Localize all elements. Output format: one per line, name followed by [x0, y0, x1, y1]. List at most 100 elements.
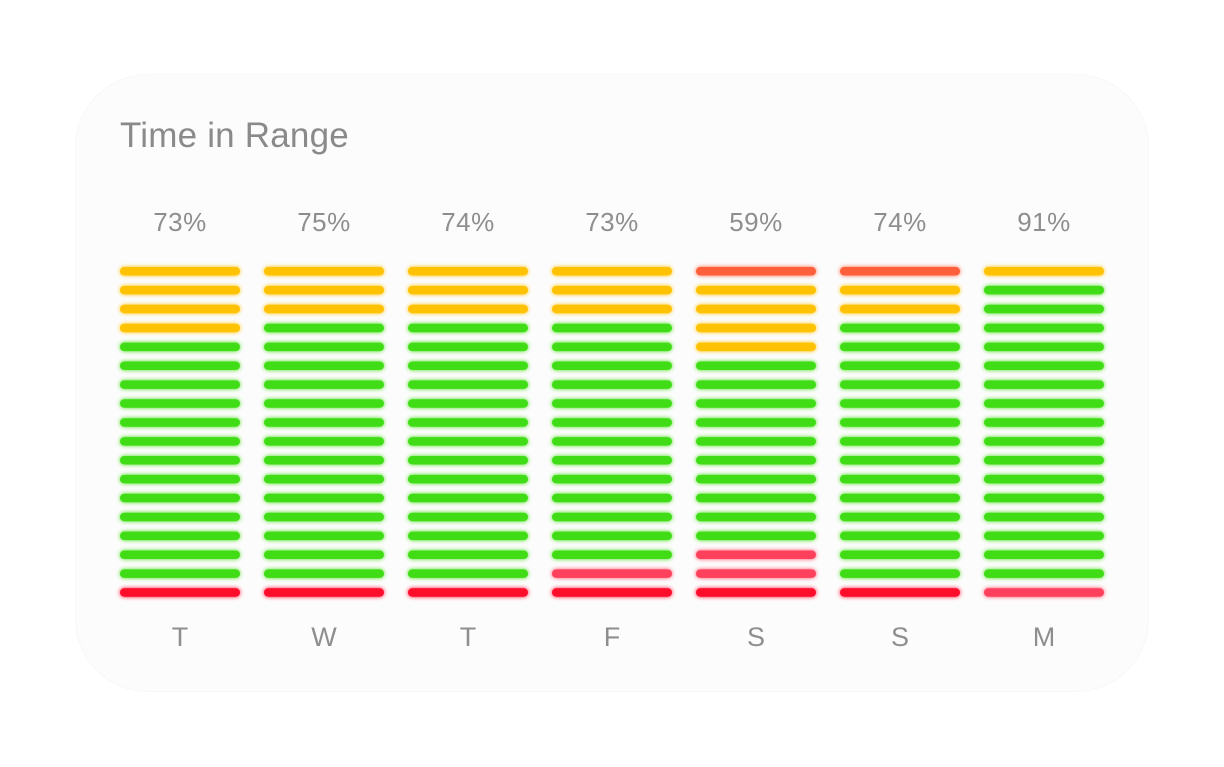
range-segment-high [120, 285, 240, 295]
range-segment-in-range [984, 342, 1104, 352]
range-segment-very-low [696, 588, 816, 597]
range-segment-in-range [552, 531, 672, 541]
range-segment-in-range [264, 342, 384, 352]
day-column: 59% S [696, 207, 816, 652]
value-label: 73% [153, 207, 207, 237]
range-segment-in-range [840, 512, 960, 522]
range-segment-in-range [408, 493, 528, 503]
range-segment-in-range [552, 437, 672, 446]
range-segment-in-range [120, 418, 240, 427]
range-segment-in-range [840, 550, 960, 559]
day-column: 75% W [264, 207, 384, 652]
range-segment-in-range [264, 399, 384, 408]
range-segment-in-range [984, 456, 1104, 465]
range-segment-in-range [408, 342, 528, 352]
range-segment-very-low [552, 588, 672, 597]
range-segment-in-range [840, 380, 960, 389]
range-segment-in-range [840, 531, 960, 541]
range-segment-in-range [264, 456, 384, 465]
range-segment-in-range [696, 380, 816, 389]
value-label: 74% [441, 207, 495, 237]
range-segment-high [552, 304, 672, 314]
range-segment-high [840, 285, 960, 295]
range-segment-in-range [264, 550, 384, 559]
range-segment-in-range [840, 399, 960, 408]
range-segment-in-range [120, 531, 240, 541]
day-column: 73% F [552, 207, 672, 652]
range-segment-in-range [552, 493, 672, 503]
range-segment-in-range [696, 456, 816, 465]
range-segment-in-range [984, 512, 1104, 522]
range-segment-in-range [840, 437, 960, 446]
range-segment-high [408, 304, 528, 314]
range-segment-in-range [120, 380, 240, 389]
range-segment-in-range [264, 361, 384, 370]
range-segment-in-range [264, 323, 384, 333]
day-column: 74% S [840, 207, 960, 652]
range-segment-high [264, 285, 384, 295]
value-label: 91% [1017, 207, 1071, 237]
value-label: 75% [297, 207, 351, 237]
range-segment-in-range [120, 437, 240, 446]
range-segment-in-range [408, 456, 528, 465]
range-segment-high [696, 304, 816, 314]
range-segment-in-range [984, 437, 1104, 446]
value-label: 73% [585, 207, 639, 237]
range-segment-in-range [264, 512, 384, 522]
range-segment-high [120, 267, 240, 276]
range-segment-in-range [264, 531, 384, 541]
range-segment-in-range [408, 380, 528, 389]
range-segment-in-range [408, 399, 528, 408]
range-segment-high [696, 285, 816, 295]
range-segment-in-range [840, 569, 960, 578]
range-segment-high [696, 323, 816, 333]
value-label: 74% [873, 207, 927, 237]
range-segment-in-range [696, 399, 816, 408]
value-label: 59% [729, 207, 783, 237]
range-segment-in-range [552, 456, 672, 465]
range-segment-in-range [552, 323, 672, 333]
range-segment-high [696, 342, 816, 352]
range-segment-high [552, 267, 672, 276]
range-segment-low [984, 588, 1104, 597]
range-segment-in-range [408, 474, 528, 484]
range-segment-in-range [840, 456, 960, 465]
day-label: S [891, 622, 909, 652]
range-segment-in-range [696, 437, 816, 446]
range-segment-in-range [264, 437, 384, 446]
range-segment-in-range [552, 361, 672, 370]
range-segment-high [840, 304, 960, 314]
range-segment-in-range [120, 550, 240, 559]
range-segment-in-range [840, 474, 960, 484]
range-segment-in-range [552, 342, 672, 352]
range-segment-in-range [840, 418, 960, 427]
range-segment-in-range [984, 531, 1104, 541]
range-segment-in-range [552, 418, 672, 427]
range-segment-high [120, 323, 240, 333]
range-segment-very-high [840, 267, 960, 276]
range-segment-very-low [408, 588, 528, 597]
day-label: T [460, 622, 477, 652]
range-segment-in-range [120, 361, 240, 370]
range-segment-in-range [120, 569, 240, 578]
range-segment-in-range [120, 456, 240, 465]
range-segment-very-low [120, 588, 240, 597]
range-segment-in-range [264, 493, 384, 503]
day-column: 74% T [408, 207, 528, 652]
range-segment-high [120, 304, 240, 314]
range-segment-in-range [408, 437, 528, 446]
range-segment-in-range [984, 323, 1104, 333]
range-segment-in-range [840, 361, 960, 370]
range-segment-in-range [984, 474, 1104, 484]
range-segment-in-range [840, 323, 960, 333]
range-segment-in-range [984, 304, 1104, 314]
day-label: W [311, 622, 337, 652]
range-segment-in-range [696, 493, 816, 503]
range-segment-high [408, 267, 528, 276]
day-label: M [1033, 622, 1056, 652]
range-segment-in-range [120, 474, 240, 484]
range-segment-in-range [984, 361, 1104, 370]
day-column: 91% M [984, 207, 1104, 652]
range-segment-in-range [408, 512, 528, 522]
